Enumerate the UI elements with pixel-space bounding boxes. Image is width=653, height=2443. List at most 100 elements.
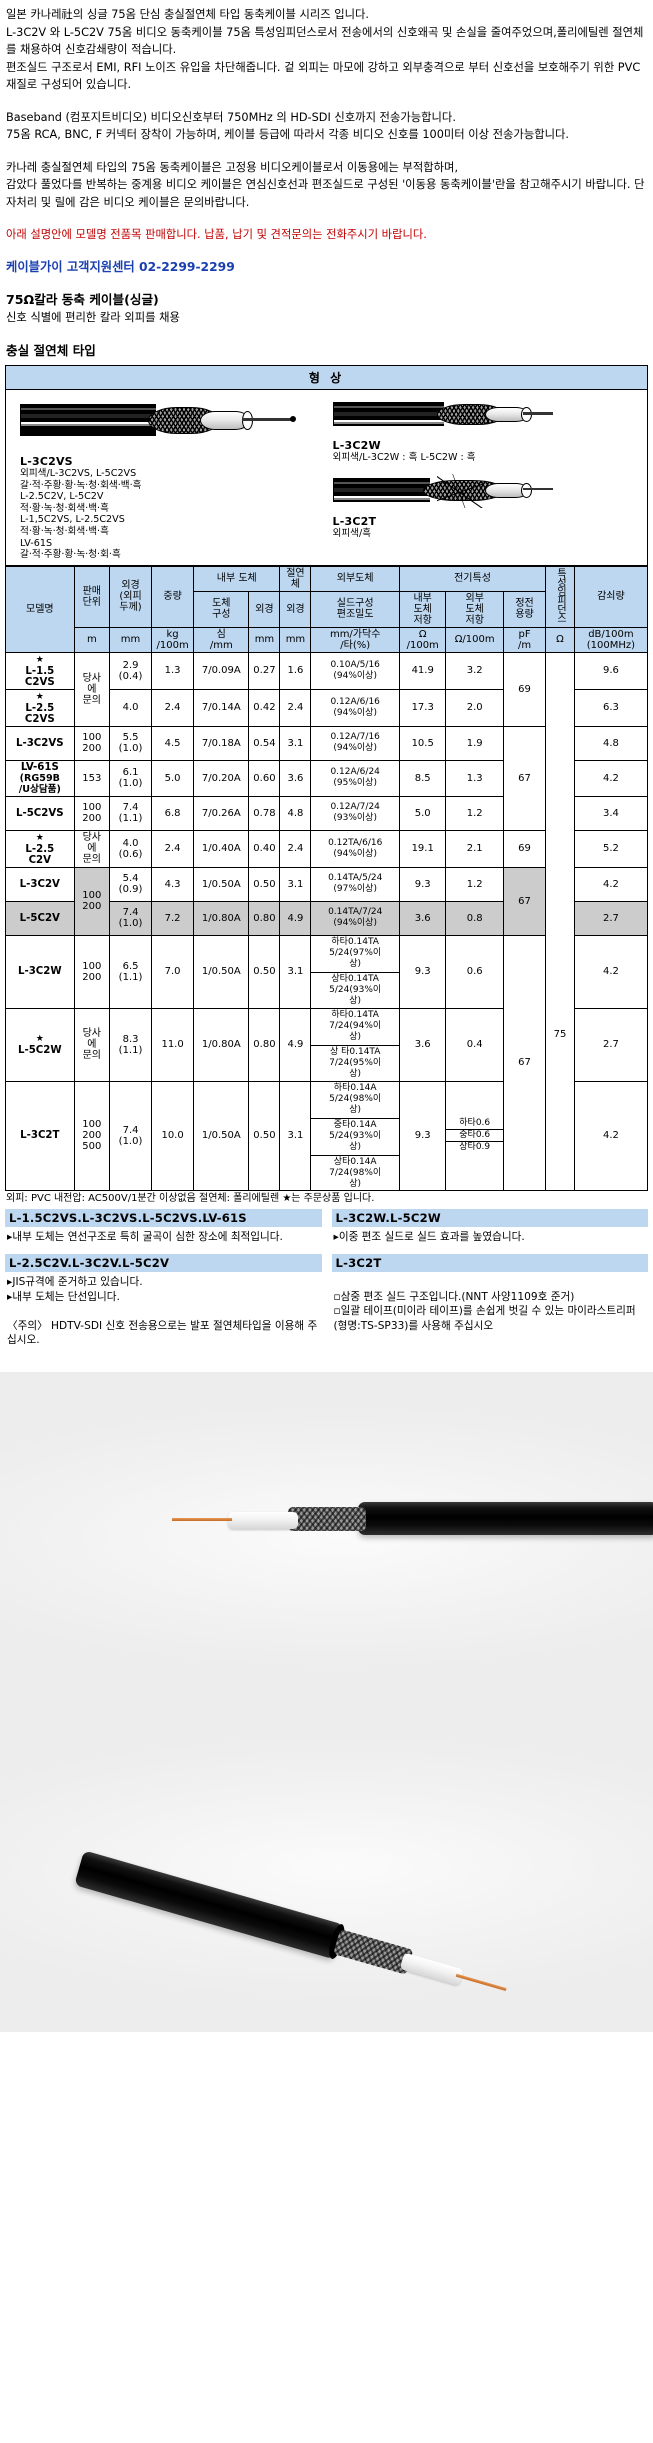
cell-inner-diameter: 0.50 — [248, 866, 281, 902]
cell-outer-resistance: 1.2 — [445, 866, 504, 902]
th-model: 모델명 — [5, 565, 75, 653]
note-block-0: L-1.5C2VS.L-3C2VS.L-5C2VS.LV-61S ▸내부 도체는… — [5, 1208, 322, 1245]
unit-outer-res: Ω/100m — [445, 626, 504, 653]
cell-insulator-diameter: 3.1 — [279, 934, 312, 1009]
cell-outer-resistance: 1.9 — [445, 725, 504, 761]
th-weight: 중량 — [151, 565, 195, 628]
cell-sales-unit: 당사 에 문의 — [73, 1007, 111, 1082]
support-center-line: 케이블가이 고객지원센터 02-2299-2299 — [6, 259, 235, 274]
cell-weight: 4.3 — [151, 866, 195, 902]
cell-outer-diameter: 7.4 (1.0) — [109, 1080, 153, 1191]
notice-red-text: 아래 설명안에 모델명 전품목 판매합니다. 납품, 납기 및 견적문의는 전화… — [6, 228, 427, 241]
cell-attenuation: 3.4 — [573, 795, 649, 831]
cable-illustration-l3c2vs — [20, 396, 296, 452]
outer-resistance-layer: 상타0.9 — [459, 1142, 491, 1153]
order-star-icon: ★ — [35, 654, 44, 665]
intro-paragraph-2: Baseband (컴포지트비디오) 비디오신호부터 750MHz 의 HD-S… — [6, 110, 569, 142]
shield-layer: 상 타0.14TA 7/24(95%이 상) — [329, 1047, 382, 1080]
cell-inner-composition: 1/0.50A — [193, 866, 250, 902]
unit-sales-unit: m — [73, 626, 111, 653]
page-subtitle: 신호 식별에 편리한 칼라 외피를 채용 — [6, 311, 180, 324]
table-row: LV-61S (RG59B /U상담품) 153 6.1 (1.0) 5.0 7/0.20… — [5, 759, 649, 797]
cell-sales-unit: 100 200 — [73, 795, 111, 831]
cell-outer-diameter: 6.5 (1.1) — [109, 934, 153, 1009]
cell-model: ★ L-1.5 C2VS — [5, 651, 75, 690]
note-body-1: ▸이중 편조 실드로 실드 효과를 높였습니다. — [333, 1230, 525, 1243]
cable-illustration-l3c2t — [332, 472, 553, 512]
cell-outer-resistance: 0.8 — [445, 900, 504, 936]
cell-model: L-3C2V — [5, 866, 75, 902]
unit-inner-comp: 심 /mm — [193, 626, 250, 653]
shield-layer: 하타0.14TA 5/24(97%이 상) — [311, 936, 399, 973]
cell-insulator-diameter: 4.9 — [279, 1007, 312, 1082]
cell-insulator-diameter: 2.4 — [279, 829, 312, 868]
cell-attenuation: 2.7 — [573, 1007, 649, 1082]
table-footnote: 외피: PVC 내전압: AC500V/1분간 이상없음 절연체: 폴리에틸렌 … — [6, 1192, 375, 1204]
cell-attenuation: 4.2 — [573, 1080, 649, 1191]
cell-insulator-diameter: 4.8 — [279, 795, 312, 831]
note-body-0: ▸내부 도체는 연선구조로 특히 굴곡이 심한 장소에 최적입니다. — [7, 1230, 283, 1243]
notes-left-column: L-1.5C2VS.L-3C2VS.L-5C2VS.LV-61S ▸내부 도체는… — [5, 1208, 322, 1358]
shape-right-column: L-3C2W 외피색/L-3C2W : 흑 L-5C2W : 흑 L-3C2T … — [327, 396, 648, 561]
shield-layer: 하타0.14A 5/24(98%이 상) — [311, 1082, 399, 1119]
cell-model: ★ L-5C2W — [5, 1007, 75, 1082]
cell-model: L-3C2W — [5, 934, 75, 1009]
cell-inner-diameter: 0.27 — [248, 651, 281, 690]
intro-section: 일본 카나레社의 싱글 75옴 단심 충실절연체 타입 동축케이블 시리즈 입니… — [0, 0, 653, 361]
cell-model: L-3C2T — [5, 1080, 75, 1191]
cell-inner-composition: 7/0.20A — [193, 759, 250, 797]
cell-capacitance: 69 — [502, 829, 547, 868]
note-header-3: L-3C2T — [331, 1254, 648, 1273]
cell-insulator-diameter: 3.1 — [279, 725, 312, 761]
cell-inner-resistance: 19.1 — [398, 829, 447, 868]
cell-inner-resistance: 9.3 — [398, 1080, 447, 1191]
cell-inner-diameter: 0.80 — [248, 1007, 281, 1082]
outer-resistance-layer: 중타0.6 — [446, 1130, 503, 1143]
cell-attenuation: 5.2 — [573, 829, 649, 868]
cell-weight: 1.3 — [151, 651, 195, 690]
table-row: ★ L-1.5 C2VS 당사 에 문의 2.9 (0.4) 1.3 7/0.09A 0.2… — [5, 651, 649, 1191]
order-star-icon: ★ — [35, 832, 44, 843]
cable-desc-l3c2w: 외피색/L-3C2W : 흑 L-5C2W : 흑 — [332, 452, 476, 463]
cell-shield-composition: 하타0.14TA 5/24(97%이 상) 상타0.14TA 5/24(93%이 … — [310, 934, 400, 1009]
unit-shield-comp: mm/가닥수 /타(%) — [310, 626, 400, 653]
cell-insulator-diameter: 3.1 — [279, 1080, 312, 1191]
header-row-units: m mm kg /100m 심 /mm mm mm mm/가닥수 /타(%) Ω… — [6, 626, 649, 653]
cell-inner-diameter: 0.78 — [248, 795, 281, 831]
cell-inner-diameter: 0.40 — [248, 829, 281, 868]
spec-table-head: 모델명 판매 단위 외경 (외피 두께) 중량 내부 도체 절연 체 외부도체 … — [5, 565, 649, 653]
cell-sales-unit: 100 200 — [73, 934, 111, 1009]
cell-inner-diameter: 0.80 — [248, 900, 281, 936]
th-insulator: 절연 체 — [279, 565, 312, 592]
cell-outer-diameter: 7.4 (1.1) — [109, 795, 153, 831]
cell-insulator-diameter: 1.6 — [279, 651, 312, 690]
cell-insulator-diameter: 2.4 — [279, 688, 312, 727]
cable-desc-l3c2vs: 외피색/L-3C2VS, L-5C2VS 갈·적·주황·황·녹·청·회색·백·흑… — [20, 468, 142, 561]
unit-inner-res: Ω /100m — [398, 626, 447, 653]
th-outer-res: 외부 도체 저항 — [445, 590, 504, 628]
note-block-1: L-3C2W.L-5C2W ▸이중 편조 실드로 실드 효과를 높였습니다. — [331, 1208, 648, 1245]
section-title: 충실 절연체 타입 — [6, 343, 96, 358]
cell-inner-diameter: 0.42 — [248, 688, 281, 727]
cell-shield-composition: 하타0.14TA 7/24(94%이 상) 상 타0.14TA 7/24(95%이… — [310, 1007, 400, 1082]
cell-sales-unit: 당사 에 문의 — [73, 651, 111, 727]
spec-table-body: ★ L-1.5 C2VS 당사 에 문의 2.9 (0.4) 1.3 7/0.09A 0.2… — [5, 651, 649, 1191]
th-inner-conductor: 내부 도체 — [193, 565, 281, 592]
th-insulator-dia: 외경 — [279, 590, 312, 628]
cell-sales-unit: 100 200 — [73, 866, 111, 936]
cable-desc-l3c2t: 외피색/흑 — [332, 527, 372, 539]
cell-inner-resistance: 5.0 — [398, 795, 447, 831]
th-capacitance: 정전 용량 — [502, 590, 547, 628]
product-photo-1 — [0, 1371, 653, 1702]
cell-inner-resistance: 17.3 — [398, 688, 447, 727]
order-star-icon: ★ — [35, 691, 44, 702]
cell-inner-resistance: 10.5 — [398, 725, 447, 761]
cell-model: ★ L-2.5 C2V — [5, 829, 75, 868]
cable-illustration-l3c2w — [332, 396, 553, 436]
cell-sales-unit: 153 — [73, 759, 111, 797]
cable-spec-table: 모델명 판매 단위 외경 (외피 두께) 중량 내부 도체 절연 체 외부도체 … — [5, 565, 649, 1191]
cell-sales-unit: 당사 에 문의 — [73, 829, 111, 868]
unit-capacitance: pF /m — [502, 626, 547, 653]
cell-attenuation: 4.2 — [573, 759, 649, 797]
cell-inner-resistance: 3.6 — [398, 900, 447, 936]
